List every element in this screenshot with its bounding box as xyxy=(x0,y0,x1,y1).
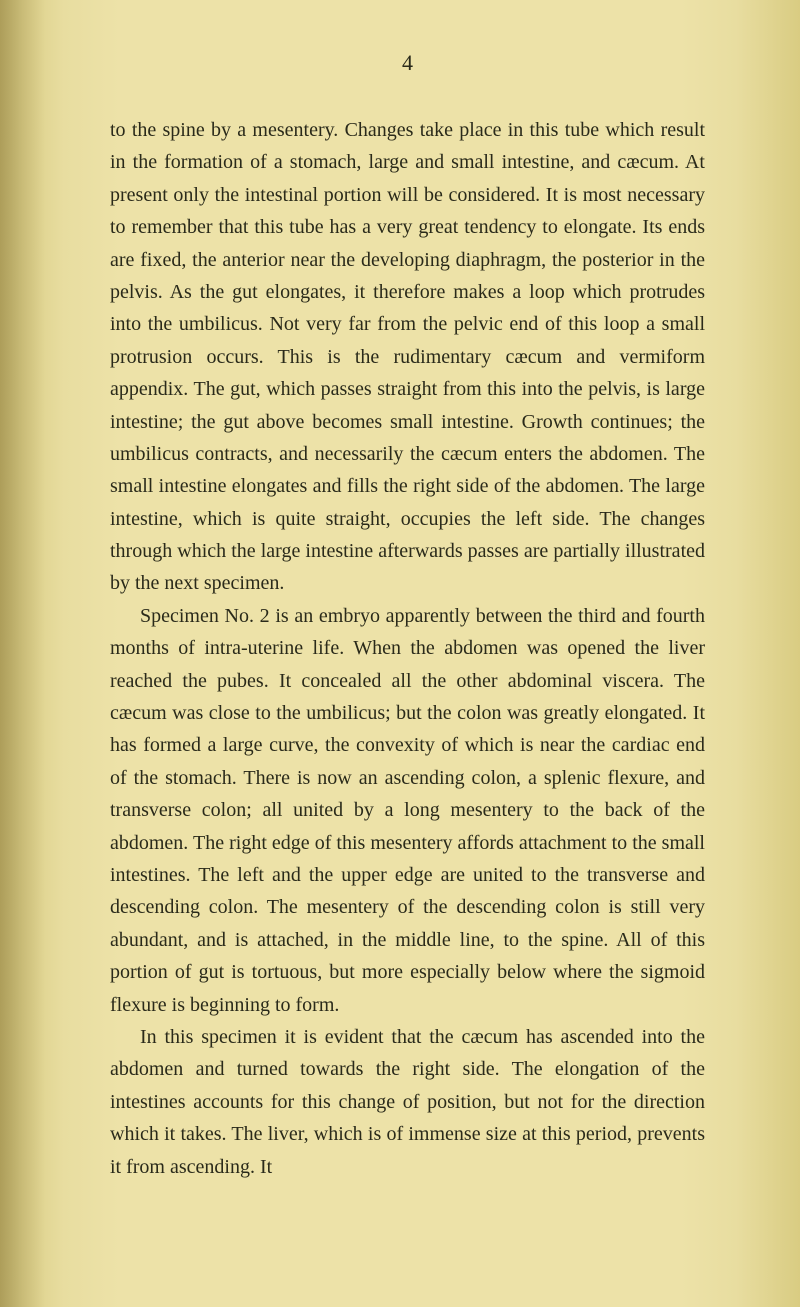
paragraph: In this specimen it is evident that the … xyxy=(110,1021,705,1183)
paragraph: to the spine by a mesentery. Changes tak… xyxy=(110,114,705,600)
document-page: 4 to the spine by a mesentery. Changes t… xyxy=(0,0,800,1233)
body-text: to the spine by a mesentery. Changes tak… xyxy=(110,114,705,1183)
page-number: 4 xyxy=(110,50,705,76)
paragraph: Specimen No. 2 is an embryo apparently b… xyxy=(110,600,705,1021)
